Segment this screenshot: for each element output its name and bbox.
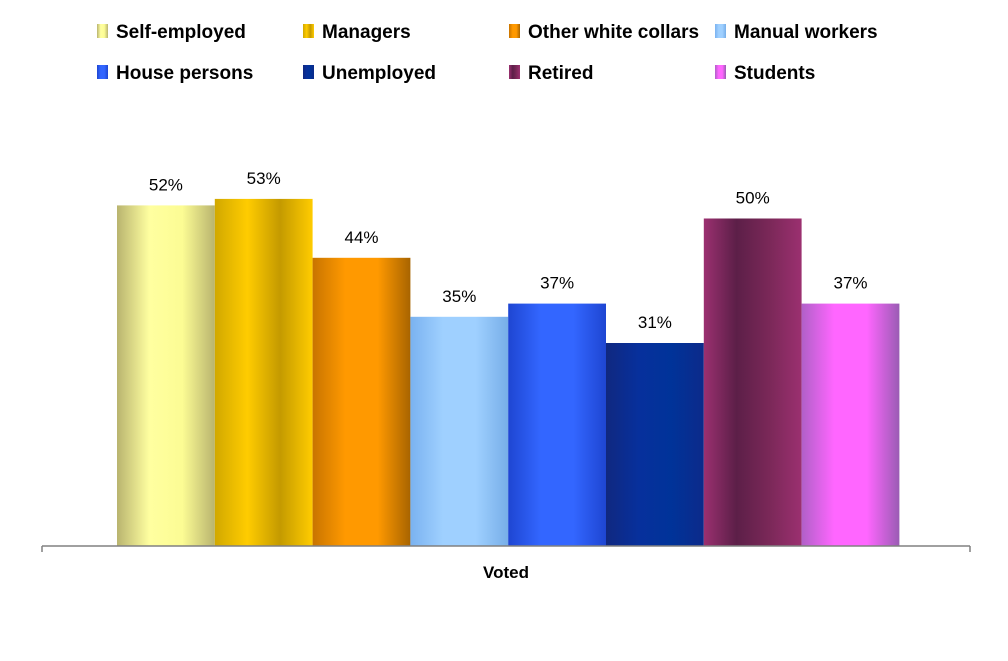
bar-manual-workers xyxy=(410,316,509,547)
legend-swatch-manual-workers xyxy=(715,24,726,38)
legend-label-other-white-collars: Other white collars xyxy=(528,22,699,43)
legend-swatch-house-persons xyxy=(97,65,108,79)
data-label-house-persons: 37% xyxy=(540,274,574,293)
legend-swatch-self-employed xyxy=(97,24,108,38)
x-category-label: Voted xyxy=(483,563,529,582)
data-labels: 52% 53% 44% 35% 37% 31% 50% 37% xyxy=(149,169,868,332)
legend-swatch-students xyxy=(715,65,726,79)
bar-group xyxy=(117,198,900,547)
legend-label-manual-workers: Manual workers xyxy=(734,22,878,43)
data-label-manual-workers: 35% xyxy=(442,287,476,306)
legend-label-retired: Retired xyxy=(528,63,593,84)
legend-swatch-unemployed xyxy=(303,65,314,79)
legend-label-students: Students xyxy=(734,63,815,84)
bar-other-white-collars xyxy=(312,257,411,546)
data-label-other-white-collars: 44% xyxy=(344,228,378,247)
legend-label-self-employed: Self-employed xyxy=(116,22,246,43)
bar-self-employed xyxy=(117,205,215,546)
legend-label-unemployed: Unemployed xyxy=(322,63,436,84)
bar-retired xyxy=(703,218,802,546)
legend-label-managers: Managers xyxy=(322,22,411,43)
bar-house-persons xyxy=(508,303,606,546)
bar-unemployed xyxy=(606,343,704,546)
data-label-self-employed: 52% xyxy=(149,175,183,194)
data-label-students: 37% xyxy=(833,274,867,293)
legend-swatch-retired xyxy=(509,65,520,79)
legend: Self-employed Managers Other white collars… xyxy=(97,22,878,84)
data-label-retired: 50% xyxy=(736,189,770,208)
data-label-unemployed: 31% xyxy=(638,313,672,332)
legend-swatch-other-white-collars xyxy=(509,24,520,38)
legend-swatch-managers xyxy=(303,24,314,38)
bar-managers xyxy=(214,198,313,546)
bar-students xyxy=(801,303,900,546)
legend-label-house-persons: House persons xyxy=(116,63,253,84)
data-label-managers: 53% xyxy=(247,169,281,188)
